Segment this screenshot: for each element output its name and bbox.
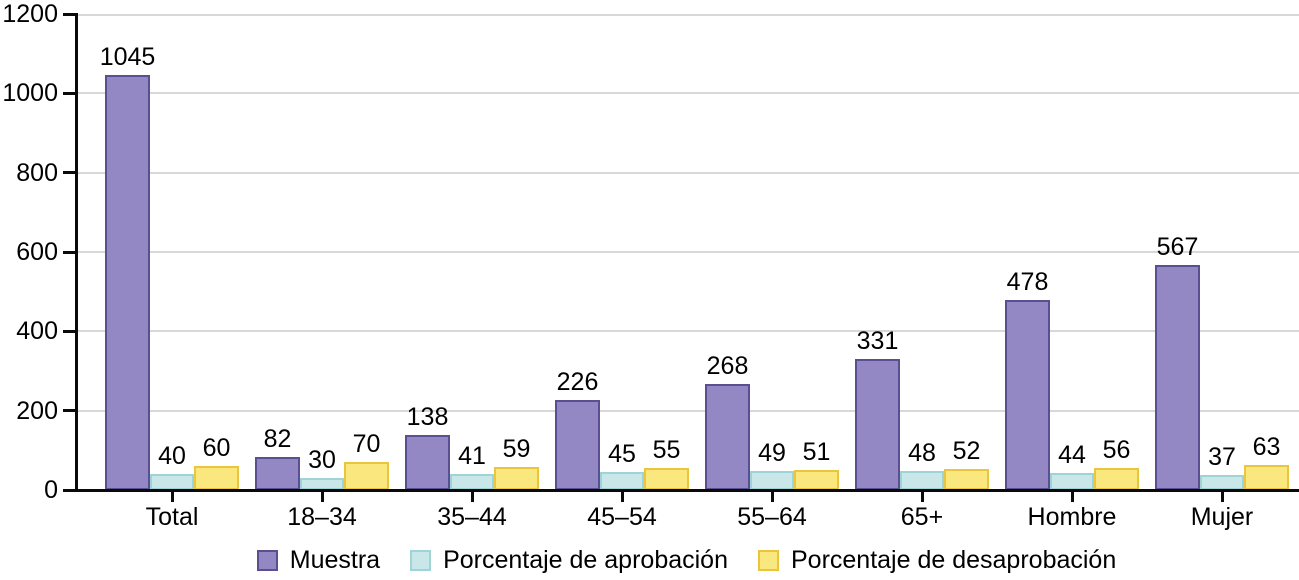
x-axis-tick (320, 492, 324, 502)
bar (749, 470, 795, 490)
bar (1005, 300, 1050, 490)
gridline (77, 409, 1299, 412)
bar-value-label: 40 (158, 442, 186, 471)
bar-value-label: 82 (263, 425, 292, 454)
x-axis-label: 35–44 (437, 503, 507, 531)
x-axis-tick (1070, 492, 1074, 502)
legend-label: Porcentaje de desaprobación (791, 546, 1117, 574)
bar (1094, 467, 1139, 490)
bar (855, 358, 900, 490)
bar (794, 469, 839, 490)
plot-area: 1045 40 60 82 30 70 138 41 59 226 45 55 268 49 51 331 48… (77, 14, 1299, 490)
bar (1244, 465, 1289, 490)
bar-value-label: 44 (1058, 440, 1086, 469)
legend-swatch (256, 549, 278, 571)
bar-value-label: 37 (1208, 443, 1236, 472)
x-axis-tick (770, 492, 774, 502)
bar (644, 468, 689, 490)
x-axis-label: 65+ (900, 503, 944, 531)
bar (149, 474, 195, 490)
x-axis-tick (1220, 492, 1224, 502)
bar-value-label: 49 (758, 438, 786, 467)
bar (944, 469, 989, 490)
bar-value-label: 331 (856, 326, 899, 355)
y-axis-tick (63, 12, 76, 16)
gridline (77, 171, 1299, 174)
y-axis-line (75, 13, 78, 492)
legend-swatch (758, 549, 779, 571)
x-axis-label: Mujer (1190, 503, 1254, 531)
bar (599, 472, 645, 490)
legend-item: Muestra (256, 546, 381, 574)
bar-value-label: 268 (706, 351, 749, 380)
y-axis-label: 1200 (2, 0, 58, 28)
bar (344, 462, 389, 490)
bar-value-label: 41 (458, 441, 486, 470)
bar-value-label: 45 (608, 440, 636, 469)
legend-swatch (410, 549, 432, 571)
x-axis-tick (470, 492, 474, 502)
gridline (77, 14, 1299, 16)
bar-value-label: 1045 (99, 43, 156, 72)
x-axis-label: 55–64 (737, 503, 807, 531)
y-axis-label: 0 (44, 476, 58, 504)
y-axis-tick (63, 488, 76, 492)
legend-item: Porcentaje de aprobación (410, 546, 728, 574)
bar-value-label: 51 (802, 437, 831, 466)
bar (1199, 475, 1245, 490)
bar-value-label: 52 (952, 437, 981, 466)
x-axis-tick (920, 492, 924, 502)
y-axis-tick (63, 409, 76, 413)
bar-value-label: 48 (908, 438, 936, 467)
y-axis-tick (63, 250, 76, 254)
x-axis-label: 18–34 (287, 503, 357, 531)
legend-label: Muestra (289, 546, 381, 574)
y-axis-tick (63, 91, 76, 95)
x-axis-tick (170, 492, 174, 502)
bar-value-label: 59 (502, 434, 531, 463)
bar-value-label: 226 (556, 368, 599, 397)
bar-value-label: 55 (652, 436, 681, 465)
bar (705, 383, 750, 490)
bar-value-label: 478 (1006, 268, 1049, 297)
gridline (77, 92, 1299, 95)
legend-label: Porcentaje de aprobación (443, 546, 728, 574)
legend-item: Porcentaje de desaprobación (758, 546, 1116, 574)
gridline (77, 330, 1299, 333)
y-axis-tick (63, 329, 76, 333)
y-axis-label: 200 (16, 396, 58, 425)
legend: Muestra Porcentaje de aprobación Porcentaj… (37, 546, 1299, 574)
gridline (77, 251, 1299, 253)
x-axis-label: 45–54 (587, 503, 657, 531)
bar (555, 400, 600, 490)
bar (1155, 265, 1200, 490)
x-axis-label: Total (145, 503, 199, 531)
x-axis-line (75, 489, 1299, 492)
y-axis-label: 1000 (2, 79, 58, 108)
bar (899, 470, 945, 490)
bar (1049, 472, 1095, 490)
bar-value-label: 567 (1156, 233, 1199, 262)
y-axis-label: 800 (16, 158, 58, 187)
bar-value-label: 63 (1252, 433, 1281, 462)
bar (449, 473, 495, 490)
bar-value-label: 30 (308, 446, 336, 475)
bar (194, 466, 239, 490)
y-axis-tick (63, 171, 76, 175)
y-axis-label: 400 (16, 317, 58, 346)
x-axis-label: Hombre (1027, 503, 1117, 531)
x-axis-tick (620, 492, 624, 502)
bar (105, 75, 150, 490)
bar-value-label: 70 (352, 430, 381, 459)
y-axis-label: 600 (16, 238, 58, 266)
bar-value-label: 56 (1102, 435, 1131, 464)
bar-value-label: 138 (406, 403, 449, 432)
bar-value-label: 60 (202, 434, 231, 463)
bar (494, 466, 539, 490)
